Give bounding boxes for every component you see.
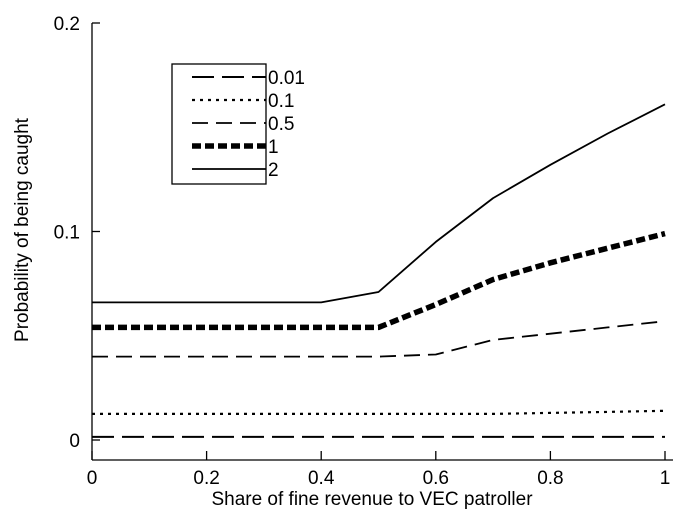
axes xyxy=(91,23,673,461)
x-tick-label: 0.8 xyxy=(537,468,563,489)
y-axis-title: Probability of being caught xyxy=(12,117,33,342)
x-tick-label: 0 xyxy=(87,468,98,489)
series-line-0-1 xyxy=(92,409,666,415)
x-axis-title: Share of fine revenue to VEC patroller xyxy=(211,489,533,510)
ticks: 0 0.1 0.2 0 0.2 0.4 0.6 0.8 1 xyxy=(54,14,671,489)
x-tick-label: 0.2 xyxy=(193,468,219,489)
series-layer xyxy=(92,103,666,438)
legend-box xyxy=(171,63,267,185)
legend-label: 2 xyxy=(268,160,279,181)
series-line-1 xyxy=(92,230,666,331)
x-tick-label: 1 xyxy=(660,468,671,489)
legend-label: 0.5 xyxy=(268,114,294,135)
y-tick-label: 0.2 xyxy=(54,14,80,35)
x-tick-label: 0.6 xyxy=(423,468,449,489)
legend-label: 0.01 xyxy=(268,68,305,89)
x-tick-label: 0.4 xyxy=(308,468,335,489)
legend: 0.010.10.512 xyxy=(171,63,305,185)
y-tick-label: 0.1 xyxy=(54,223,80,244)
y-tick-label: 0 xyxy=(69,431,80,452)
legend-label: 1 xyxy=(268,137,279,158)
legend-label: 0.1 xyxy=(268,91,294,112)
series-line-2 xyxy=(92,103,666,304)
